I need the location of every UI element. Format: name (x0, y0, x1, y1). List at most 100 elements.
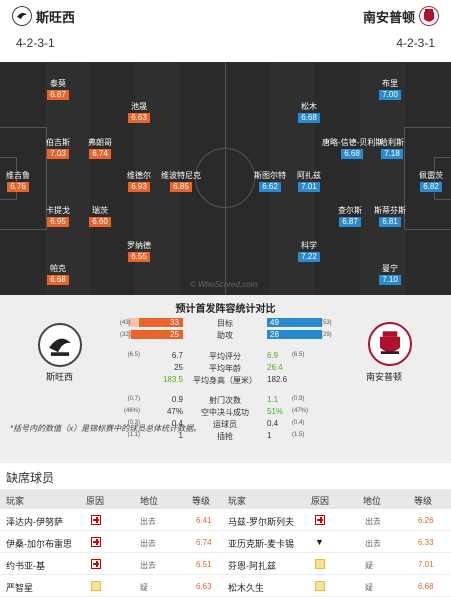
home-stat-value: 6.7 (171, 351, 183, 360)
home-stat-paren: (0.7) (127, 396, 140, 402)
away-player[interactable]: 斯图尔特 6.62 (254, 171, 286, 192)
away-stat-paren: (1.5) (292, 432, 305, 438)
lineup-comparison: 预计首发阵容统计对比 斯旺西 南安普顿 (43) 33 目标 49 (53) (32) 25… (0, 295, 451, 463)
home-player[interactable]: 罗纳德 6.55 (127, 241, 151, 262)
header-reason: 原因 (86, 496, 105, 506)
southampton-badge-icon (419, 6, 439, 26)
away-bar-paren: (53) (321, 320, 332, 326)
missing-rating: 6.51 (196, 560, 212, 569)
missing-rating: 6.63 (196, 582, 212, 591)
away-stat-value: 182.6 (267, 375, 288, 384)
missing-player-name[interactable]: 严智星 (6, 583, 34, 593)
missing-player-name[interactable]: 伊桑-加尔布雷思 (6, 539, 72, 549)
home-player[interactable]: 帕克 6.68 (28, 263, 88, 285)
away-player[interactable]: 唐略-信德-贝利斯 6.68 (322, 138, 384, 159)
away-stat-paren: (0.4) (292, 420, 305, 426)
home-player[interactable]: 维吉鲁 6.76 (6, 171, 30, 192)
home-bar-value: 33 (170, 318, 179, 327)
center-circle (195, 148, 255, 208)
away-player[interactable]: 松木 6.68 (279, 101, 339, 123)
home-player[interactable]: 瑞茨 6.60 (70, 205, 130, 227)
away-stat-value: 1 (267, 431, 272, 440)
away-bar (267, 318, 322, 327)
missing-player-name[interactable]: 马兹-罗尔斯列夫 (228, 517, 294, 527)
missing-status: 出去 (365, 517, 381, 526)
home-player[interactable]: 伯吉斯 7.03 (46, 138, 70, 159)
missing-player-name[interactable]: 约书亚-基 (6, 561, 45, 571)
away-player[interactable]: 曼宁 7.10 (360, 263, 420, 285)
away-stat-value: 26.4 (267, 363, 283, 372)
away-player[interactable]: 斯蒂芬斯 6.81 (374, 206, 406, 227)
away-stat-value: 0.4 (267, 419, 279, 428)
away-player[interactable]: 科学 7.22 (279, 240, 339, 262)
home-stat-paren: (46%) (123, 408, 140, 414)
arrow-down-icon: ▼ (315, 537, 324, 547)
away-player[interactable]: 布里 7.00 (360, 78, 420, 100)
injury-icon (91, 537, 101, 547)
missing-row: 泽达内-伊努萨 出去 6.41 马兹-罗尔斯列夫 出去 6.26 (0, 509, 451, 531)
missing-title: 缺席球员 (6, 471, 55, 485)
missing-player-name[interactable]: 泽达内-伊努萨 (6, 517, 63, 527)
home-player[interactable]: 池晟 6.63 (109, 101, 169, 123)
missing-table-header: 玩家 原因 地位 等级 玩家 原因 地位 等级 (0, 489, 451, 509)
home-team-header[interactable]: 斯旺西 (12, 6, 75, 26)
missing-rating: 7.01 (418, 560, 434, 569)
swansea-badge-icon (12, 6, 32, 26)
home-bar (139, 318, 183, 327)
header-reason: 原因 (311, 496, 330, 506)
away-player[interactable]: 哈利斯 7.18 (380, 138, 404, 159)
away-player[interactable]: 查尔斯 6.87 (338, 206, 362, 227)
header-rating: 等级 (414, 496, 433, 506)
away-player[interactable]: 阿扎兹 7.01 (297, 171, 321, 192)
doubtful-icon (91, 581, 101, 591)
away-stat-paren: (47%) (292, 408, 309, 414)
away-team-label: 南安普顿 (366, 372, 403, 382)
away-stat-value: 6.9 (267, 351, 279, 360)
missing-rating: 6.33 (418, 538, 434, 547)
stat-label: 插抢 (217, 432, 233, 441)
home-player[interactable]: 维德尔 6.93 (127, 171, 151, 192)
away-stat-paren: (6.5) (292, 352, 305, 358)
missing-rating: 6.74 (196, 538, 212, 547)
swansea-badge-icon (38, 323, 82, 367)
missing-status: 疑 (365, 561, 373, 570)
home-stat-paren: (0.3) (127, 420, 140, 426)
home-stat-paren: (6.5) (127, 352, 140, 358)
missing-player-name[interactable]: 芬恩-阿扎兹 (228, 561, 276, 571)
missing-rating: 6.68 (418, 582, 434, 591)
away-bar-paren: (29) (321, 332, 332, 338)
header-player: 玩家 (6, 496, 25, 506)
missing-rating: 6.41 (196, 516, 212, 525)
stat-label: 空中决斗成功 (201, 408, 249, 417)
doubtful-icon (315, 581, 325, 591)
missing-player-name[interactable]: 亚历克斯-麦卡锡 (228, 539, 294, 549)
away-penalty-box (404, 127, 451, 230)
match-header: 斯旺西 4-2-3-1 南安普顿 4-2-3-1 (0, 0, 451, 62)
away-bar (267, 330, 322, 339)
home-player[interactable]: 弗朗哥 6.74 (88, 138, 112, 159)
home-team-name: 斯旺西 (36, 9, 76, 25)
home-player[interactable]: 卡提戈 6.95 (46, 206, 70, 227)
away-bar-value: 28 (270, 330, 279, 339)
home-bar (131, 330, 183, 339)
watermark: © WhoScored.com (190, 280, 258, 289)
home-player[interactable]: 泰莫 6.87 (28, 78, 88, 100)
missing-status: 出去 (140, 517, 156, 526)
missing-player-name[interactable]: 松木久生 (228, 583, 265, 593)
missing-status: 出去 (140, 561, 156, 570)
missing-status: 疑 (365, 583, 373, 592)
header-status: 地位 (140, 496, 159, 506)
injury-icon (315, 515, 325, 525)
missing-row: 伊桑-加尔布雷思 出去 6.74 亚历克斯-麦卡锡 ▼ 出去 6.33 (0, 531, 451, 553)
home-player[interactable]: 维波特尼克 6.85 (161, 171, 201, 192)
header-status: 地位 (363, 496, 382, 506)
header-rating: 等级 (192, 496, 211, 506)
missing-rating: 6.26 (418, 516, 434, 525)
away-team-header[interactable]: 南安普顿 (363, 6, 439, 26)
missing-row: 约书亚-基 出去 6.51 芬恩-阿扎兹 疑 7.01 (0, 553, 451, 575)
stat-label: 平均评分 (209, 352, 241, 361)
away-player[interactable]: 佩雷茨 6.82 (419, 171, 443, 192)
stat-label: 平均年龄 (209, 364, 241, 373)
injury-icon (91, 515, 101, 525)
away-formation: 4-2-3-1 (396, 36, 435, 50)
